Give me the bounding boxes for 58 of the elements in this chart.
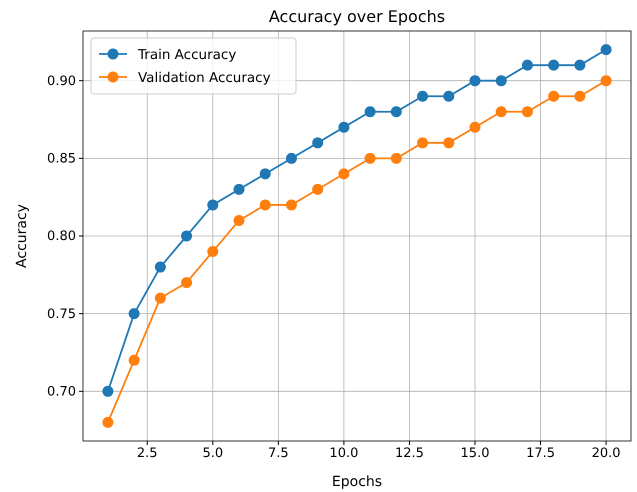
point (102, 386, 114, 397)
point (443, 137, 454, 148)
point (234, 214, 245, 226)
x-tick-label: 20.0 (592, 446, 621, 462)
point (548, 90, 560, 102)
point (548, 60, 560, 71)
point (154, 292, 166, 304)
point (207, 246, 218, 258)
y-tick-label: 0.85 (47, 152, 76, 167)
y-tick-label: 0.80 (47, 229, 76, 244)
point (312, 137, 324, 148)
point (181, 230, 192, 242)
x-tick-label: 17.5 (526, 446, 556, 462)
point (522, 60, 533, 71)
point (469, 122, 480, 133)
point (496, 75, 507, 86)
point (496, 106, 507, 118)
x-tick-label: 12.5 (394, 446, 424, 462)
point (338, 122, 350, 133)
point (234, 184, 245, 195)
x-tick-label: 10.0 (329, 446, 358, 462)
point (102, 416, 114, 428)
legend-label: Train Accuracy (137, 47, 236, 63)
point (260, 168, 271, 180)
point (364, 152, 376, 164)
y-axis-title: Accuracy (14, 204, 30, 268)
y-tick-label: 0.90 (47, 74, 76, 89)
point (128, 354, 140, 366)
x-axis-title: Epochs (332, 474, 382, 490)
point (574, 60, 586, 71)
point (390, 152, 402, 164)
point (417, 137, 428, 148)
point (286, 152, 297, 164)
y-tick-label: 0.70 (47, 384, 76, 400)
point (364, 106, 376, 118)
y-tick-label: 0.75 (47, 306, 76, 322)
point (600, 44, 612, 56)
point (443, 90, 454, 102)
point (207, 199, 218, 210)
point (600, 75, 612, 86)
x-tick-label: 5.0 (202, 446, 224, 462)
x-tick-label: 2.5 (136, 446, 158, 462)
x-tick-label: 15.0 (460, 446, 490, 462)
x-tick-label: 7.5 (268, 446, 289, 462)
legend-label: Validation Accuracy (138, 70, 271, 86)
point (338, 168, 350, 180)
point (417, 90, 428, 102)
point (522, 106, 533, 118)
point (390, 106, 402, 118)
point (312, 184, 324, 195)
point (260, 199, 271, 210)
point (154, 262, 166, 273)
point (181, 277, 192, 288)
point (286, 199, 297, 210)
point (469, 75, 480, 86)
point (128, 308, 140, 320)
chart-title: Accuracy over Epochs (268, 7, 446, 26)
point (574, 90, 586, 102)
